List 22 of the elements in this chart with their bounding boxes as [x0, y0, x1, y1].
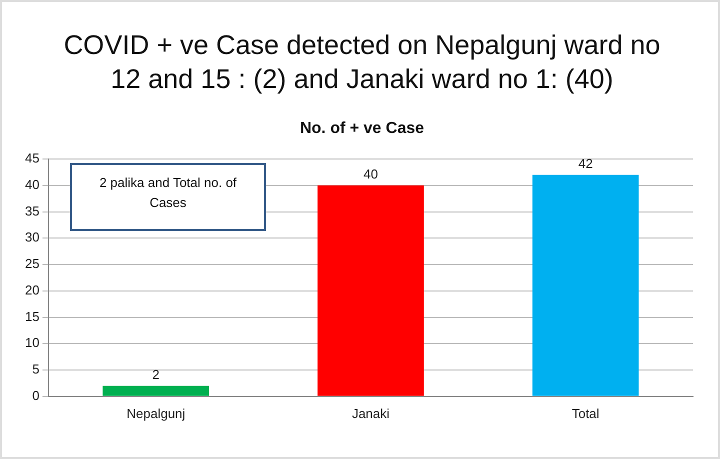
data-label: 40 — [363, 166, 378, 182]
note-box: 2 palika and Total no. of Cases — [70, 163, 266, 231]
y-tick-label: 0 — [32, 388, 40, 403]
y-tick-label: 35 — [24, 203, 40, 218]
y-tick-label: 45 — [24, 150, 40, 166]
y-tick-label: 40 — [24, 176, 40, 192]
chart-title: COVID + ve Case detected on Nepalgunj ward no 12 and 15 : (2) and Janaki ward no 1: (40) — [62, 29, 662, 96]
y-tick-label: 25 — [24, 256, 40, 272]
x-tick-label: Nepalgunj — [126, 406, 186, 421]
data-label: 42 — [578, 156, 593, 171]
y-tick-label: 5 — [32, 362, 40, 377]
x-tick-label: Total — [572, 406, 600, 421]
bar — [102, 386, 210, 396]
y-tick-label: 30 — [24, 230, 40, 245]
y-tick-label: 15 — [24, 308, 40, 324]
bar — [532, 174, 639, 396]
y-tick-label: 20 — [24, 282, 40, 298]
y-tick-label: 10 — [24, 335, 40, 350]
x-tick-label: Janaki — [352, 406, 390, 421]
data-label: 2 — [152, 366, 160, 382]
chart-subtitle: No. of + ve Case — [298, 120, 426, 138]
bar — [318, 185, 424, 396]
